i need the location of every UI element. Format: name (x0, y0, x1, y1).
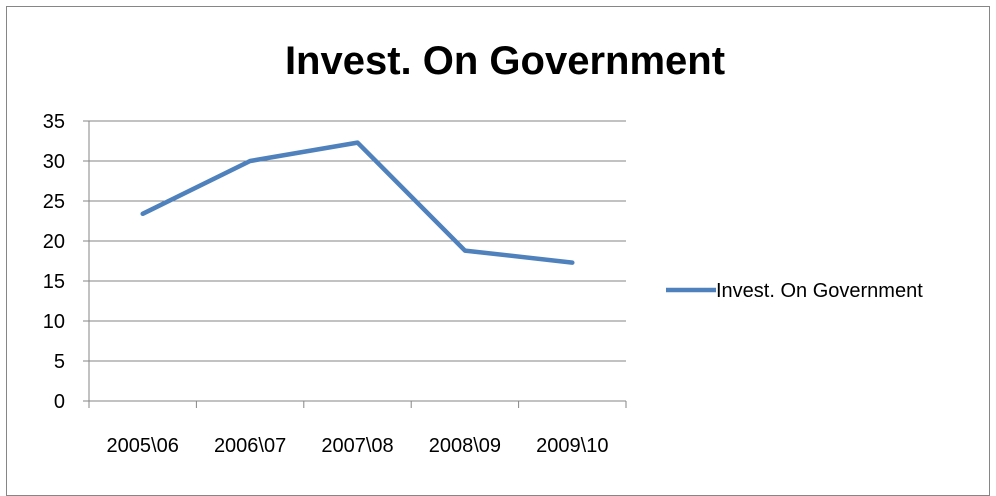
x-tick-label: 2009\10 (536, 435, 608, 457)
x-axis-tick-labels: 2005\06 2006\07 2007\08 2008\09 2009\10 (107, 435, 609, 457)
y-tick-label: 30 (43, 151, 65, 173)
legend-label: Invest. On Government (716, 280, 923, 302)
y-tick-label: 25 (43, 191, 65, 213)
gridlines (89, 121, 626, 361)
x-tick-label: 2006\07 (214, 435, 286, 457)
line-chart: Invest. On Government 0 5 10 15 20 25 30 35 200… (0, 0, 996, 485)
y-tick-label: 15 (43, 271, 65, 293)
axes (83, 121, 626, 408)
x-tick-label: 2007\08 (321, 435, 393, 457)
chart-title: Invest. On Government (285, 39, 725, 83)
y-tick-label: 10 (43, 311, 65, 333)
legend: Invest. On Government (666, 280, 923, 302)
y-tick-label: 0 (54, 391, 65, 413)
y-tick-label: 35 (43, 111, 65, 133)
y-tick-label: 20 (43, 231, 65, 253)
y-tick-label: 5 (54, 351, 65, 373)
x-tick-label: 2005\06 (107, 435, 179, 457)
y-axis-tick-labels: 0 5 10 15 20 25 30 35 (43, 111, 65, 413)
x-tick-label: 2008\09 (429, 435, 501, 457)
